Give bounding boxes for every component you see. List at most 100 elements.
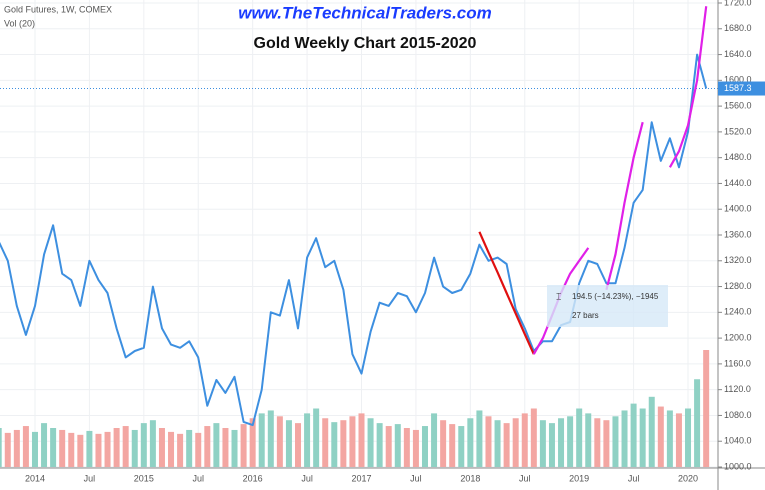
volume-bar [703, 350, 710, 467]
volume-bar [122, 426, 129, 467]
x-tick-label: Jul [192, 473, 204, 483]
volume-bar [158, 428, 165, 467]
volume-bar [530, 408, 537, 467]
volume-bar [4, 432, 11, 467]
volume-bar [458, 426, 465, 467]
volume-bar [503, 423, 510, 467]
volume-bar [567, 416, 574, 467]
volume-bar [31, 431, 38, 467]
volume-bar [331, 422, 338, 467]
volume-bar [648, 396, 655, 467]
y-tick-label: 1640.0 [724, 49, 752, 59]
volume-bar [22, 426, 29, 467]
volume-bar [603, 420, 610, 467]
volume-bar [394, 424, 401, 467]
volume-bar [240, 424, 247, 467]
volume-bar [59, 429, 66, 467]
volume-bar [168, 431, 175, 467]
watermark: www.TheTechnicalTraders.com [238, 3, 492, 22]
volume-bar [694, 379, 701, 467]
volume-bar [285, 420, 292, 467]
volume-bar [304, 413, 311, 467]
volume-bar [630, 403, 637, 467]
y-tick-label: 1520.0 [724, 126, 752, 136]
volume-bar [231, 429, 238, 467]
volume-bar [0, 428, 2, 467]
last-price-label: 1587.3 [724, 83, 752, 93]
measure-icon: ⌶ [556, 291, 561, 301]
volume-bar [449, 424, 456, 467]
measure-text: 194.5 (−14.23%), −1945 [572, 292, 659, 301]
volume-bar [340, 420, 347, 467]
volume-bar [666, 410, 673, 467]
volume-bar [431, 413, 438, 467]
volume-bar [367, 418, 374, 467]
volume-label: Vol (20) [4, 18, 35, 28]
volume-bar [558, 418, 565, 467]
measure-box [547, 285, 668, 327]
volume-bar [149, 420, 156, 467]
volume-bar [258, 413, 265, 467]
volume-bar [68, 432, 75, 467]
y-tick-label: 1040.0 [724, 436, 752, 446]
volume-bar [494, 420, 501, 467]
x-tick-label: Jul [628, 473, 640, 483]
volume-bar [322, 418, 329, 467]
y-tick-label: 1480.0 [724, 152, 752, 162]
volume-bar [131, 429, 138, 467]
volume-bar [512, 418, 519, 467]
last-price-box [718, 81, 765, 96]
volume-bar [403, 428, 410, 467]
volume-bar [376, 423, 383, 467]
y-tick-label: 1240.0 [724, 307, 752, 317]
x-tick-label: 2014 [25, 473, 45, 483]
y-tick-label: 1000.0 [724, 461, 752, 471]
y-tick-label: 1440.0 [724, 178, 752, 188]
x-tick-label: 2019 [569, 473, 589, 483]
y-tick-label: 1160.0 [724, 358, 751, 368]
volume-bar [639, 408, 646, 467]
volume-bar [521, 413, 528, 467]
x-tick-label: 2018 [460, 473, 480, 483]
volume-bar [267, 410, 274, 467]
x-tick-label: Jul [410, 473, 422, 483]
volume-bar [440, 420, 447, 467]
volume-bar [41, 423, 48, 467]
measure-bars: 27 bars [572, 311, 599, 320]
volume-bar [412, 429, 419, 467]
volume-bar [50, 428, 57, 467]
volume-bar [113, 428, 120, 467]
chart-title: Gold Weekly Chart 2015-2020 [254, 35, 477, 52]
volume-bar [612, 416, 619, 467]
volume-bar [621, 410, 628, 467]
plot-layer [0, 0, 718, 468]
y-tick-label: 1680.0 [724, 23, 752, 33]
x-tick-label: 2015 [134, 473, 154, 483]
y-tick-label: 1560.0 [724, 100, 752, 110]
volume-bar [313, 408, 320, 467]
volume-bar [539, 420, 546, 467]
y-tick-label: 1080.0 [724, 410, 752, 420]
volume-bar [358, 413, 365, 467]
symbol-label: Gold Futures, 1W, COMEX [4, 4, 112, 14]
y-tick-label: 1600.0 [724, 75, 752, 85]
x-tick-label: 2020 [678, 473, 698, 483]
volume-bar [421, 426, 428, 467]
volume-bar [249, 418, 256, 467]
y-tick-label: 1320.0 [724, 255, 752, 265]
volume-bar [467, 418, 474, 467]
volume-bar [675, 413, 682, 467]
y-tick-label: 1280.0 [724, 281, 752, 291]
volume-bar [77, 434, 84, 467]
volume-bar [95, 433, 102, 467]
volume-bar [685, 408, 692, 467]
volume-bar [576, 408, 583, 467]
x-tick-label: Jul [519, 473, 531, 483]
volume-bar [585, 413, 592, 467]
volume-bar [213, 423, 220, 467]
volume-bar [657, 406, 664, 467]
volume-bar [177, 433, 184, 467]
volume-bar [385, 426, 392, 467]
volume-bar [140, 423, 147, 467]
